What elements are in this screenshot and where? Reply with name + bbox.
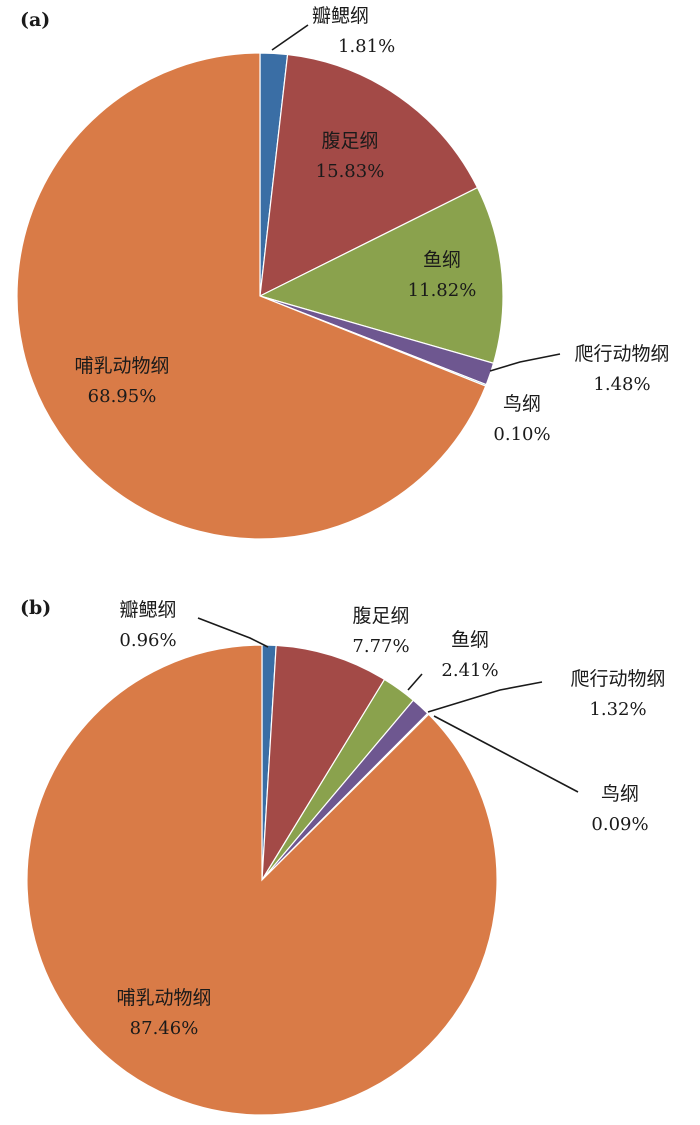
slice-label-bivalvia-b: 瓣鳃纲 <box>119 599 176 621</box>
slice-label-mammal-a: 哺乳动物纲 <box>74 355 169 377</box>
slice-value-bird-b: 0.09% <box>591 814 648 835</box>
slice-value-bivalvia-b: 0.96% <box>119 630 176 651</box>
slice-value-mammal-a: 68.95% <box>88 386 157 407</box>
leader-line-fish-b <box>407 673 423 691</box>
leader-line-reptile-b <box>427 681 543 713</box>
panel-label-b: (b) <box>20 597 51 619</box>
slice-label-fish-a: 鱼纲 <box>423 249 461 271</box>
slice-value-fish-b: 2.41% <box>441 660 498 681</box>
slice-value-gastropoda-b: 7.77% <box>352 636 409 657</box>
slice-value-reptile-b: 1.32% <box>589 699 646 720</box>
slice-label-reptile-a: 爬行动物纲 <box>574 343 669 365</box>
slice-value-bivalvia-a: 1.81% <box>338 36 395 57</box>
slice-label-fish-b: 鱼纲 <box>451 629 489 651</box>
leader-line-bird-b <box>433 715 579 793</box>
slice-value-mammal-b: 87.46% <box>130 1018 199 1039</box>
pie-slice-fish-a <box>258 186 504 364</box>
pie-chart-b: 瓣鳃纲 0.96% 腹足纲 7.77% 鱼纲 2.41% 爬行动物纲 1.32% 鸟纲 0.09%… <box>26 599 666 1116</box>
leader-line-bivalvia-b <box>197 617 269 648</box>
slice-label-reptile-b: 爬行动物纲 <box>570 668 665 690</box>
slice-label-gastropoda-b: 腹足纲 <box>352 605 409 627</box>
slice-label-gastropoda-a: 腹足纲 <box>321 130 378 152</box>
slice-label-bivalvia-a: 瓣鳃纲 <box>312 5 369 27</box>
slice-value-gastropoda-a: 15.83% <box>316 161 385 182</box>
leader-line-reptile-a <box>489 353 561 372</box>
slice-label-mammal-b: 哺乳动物纲 <box>116 987 211 1009</box>
slice-value-reptile-a: 1.48% <box>593 374 650 395</box>
slice-label-bird-a: 鸟纲 <box>503 393 541 415</box>
panel-label-a: (a) <box>20 9 50 31</box>
slice-value-fish-a: 11.82% <box>408 280 477 301</box>
slice-value-bird-a: 0.10% <box>493 424 550 445</box>
pie-slice-gastropoda-a <box>259 53 479 298</box>
pie-slice-mammal-b <box>26 644 498 1116</box>
pie-slice-mammal-a <box>16 52 487 540</box>
pie-chart-a: 瓣鳃纲 1.81% 腹足纲 15.83% 鱼纲 11.82% 爬行动物纲 1.48% 鸟纲 0.1… <box>16 5 670 540</box>
leader-line-bivalvia-a <box>271 24 309 51</box>
slice-label-bird-b: 鸟纲 <box>601 783 639 805</box>
pie-slice-gastropoda-b <box>261 644 386 881</box>
